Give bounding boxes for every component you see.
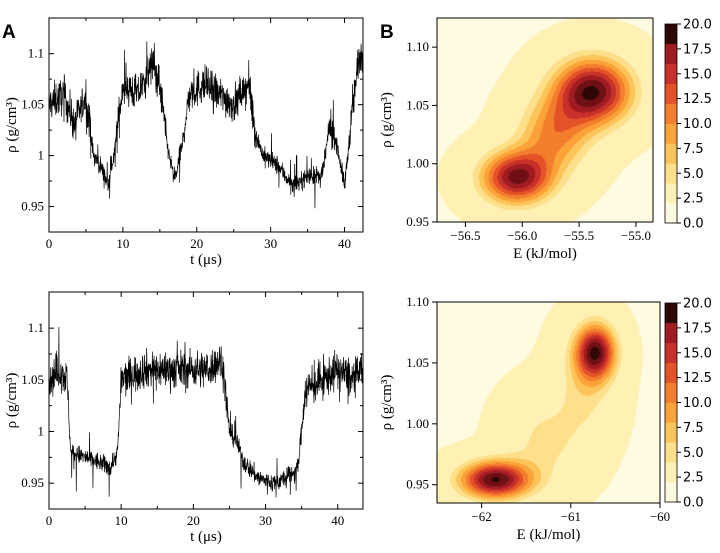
fe-bottom-colorbar-segment — [665, 422, 677, 443]
ts-top-plot: 0 10 20 30 40 0.95 1 1.05 1.1 t (μs) ρ (g/cm³) — [4, 17, 364, 268]
panel-letter-b: B — [380, 22, 394, 43]
ts-top-xtick-label: 40 — [338, 236, 351, 251]
ts-top-trace — [48, 41, 364, 209]
fe-bottom-xtick-label: −61 — [561, 509, 581, 524]
fe-top-plot: −56.5 −56.0 −55.5 −55.0 0.95 1.00 1.05 1.10 E (k… — [379, 17, 712, 262]
ts-bottom-xtick-label: 10 — [115, 513, 128, 528]
fe-top-ytick-label: 1.00 — [406, 156, 429, 171]
ts-top-ytick-label: 1.1 — [28, 46, 44, 61]
fe-top-colorbar-tick-label: 20.0 — [683, 18, 712, 33]
fe-top-density-map — [437, 18, 653, 222]
fe-bottom-colorbar-segment — [665, 322, 677, 344]
fe-bottom-xtick-label: −62 — [471, 509, 491, 524]
ts-top-frame — [48, 17, 364, 233]
fe-top-colorbar-tick-label: 10.0 — [683, 117, 712, 132]
ts-bottom-xtick-label: 0 — [46, 513, 53, 528]
fe-bottom-colorbar-segment — [665, 442, 677, 463]
fe-bottom-colorbar-segment — [665, 462, 677, 483]
fe-top-colorbar-segment-top — [665, 24, 677, 44]
ts-bottom-plot: 0 10 20 30 40 0.95 1 1.05 1.1 t (μs) ρ (g/cm³) — [4, 291, 364, 545]
ts-bottom-ytick-label: 0.95 — [21, 475, 44, 490]
fe-top-colorbar-tick-label: 12.5 — [683, 92, 712, 107]
fe-top-colorbar-segment — [665, 163, 677, 184]
fe-top-colorbar: 0.0 2.5 5.0 7.5 10.0 12.5 15.0 17.5 20.0 — [664, 18, 712, 232]
fe-bottom-ytick-label: 1.05 — [406, 355, 429, 370]
fe-top-colorbar-tick-label: 0.0 — [683, 217, 704, 232]
ts-top-ylabel: ρ (g/cm³) — [4, 97, 20, 153]
fe-bottom-colorbar: 0.0 2.5 5.0 7.5 10.0 12.5 15.0 17.5 20.0 — [664, 297, 712, 511]
fe-bottom-colorbar-segment — [665, 342, 677, 363]
fe-top-colorbar-tick-label: 7.5 — [683, 142, 704, 157]
fe-top-ytick-label: 1.05 — [406, 97, 429, 112]
ts-top-xlabel: t (μs) — [190, 252, 222, 268]
fe-bottom-ytick-label: 1.00 — [406, 416, 429, 431]
ts-bottom-xtick-label: 20 — [187, 513, 200, 528]
fe-top-colorbar-segment — [665, 123, 677, 144]
ts-top-xtick-label: 20 — [190, 236, 203, 251]
fe-top-frame — [436, 17, 654, 223]
ts-top-ytick-label: 1.05 — [21, 97, 44, 112]
fe-top-colorbar-segment — [665, 83, 677, 104]
ts-top-xtick-label: 10 — [116, 236, 129, 251]
fe-bottom-colorbar-tick-label: 20.0 — [683, 297, 712, 312]
ts-bottom-ytick-label: 1.1 — [28, 320, 44, 335]
fe-top-colorbar-tick-label: 5.0 — [683, 167, 704, 182]
fe-bottom-xlabel: E (kJ/mol) — [517, 527, 581, 543]
fe-top-ytick-label: 0.95 — [406, 214, 429, 229]
fe-top-xtick-label: −55.5 — [564, 228, 594, 243]
fe-top-ytick-label: 1.10 — [406, 39, 429, 54]
fe-bottom-ytick-label: 1.10 — [406, 294, 429, 309]
ts-bottom-frame — [48, 291, 364, 510]
fe-bottom-colorbar-segment-top — [665, 303, 677, 323]
ts-bottom-ytick-label: 1.05 — [21, 372, 44, 387]
fe-top-xlabel: E (kJ/mol) — [513, 246, 577, 262]
fe-bottom-colorbar-tick-label: 17.5 — [683, 321, 712, 336]
fe-bottom-colorbar-segment — [665, 482, 677, 503]
ts-bottom-xtick-label: 40 — [331, 513, 344, 528]
fe-bottom-density-map — [437, 302, 660, 503]
fe-bottom-colorbar-tick-label: 2.5 — [683, 471, 704, 486]
fe-bottom-colorbar-tick-label: 12.5 — [683, 371, 712, 386]
fe-bottom-ylabel: ρ (g/cm³) — [379, 375, 395, 431]
fe-bottom-colorbar-tick-label: 15.0 — [683, 346, 712, 361]
panel-letter-a: A — [2, 22, 16, 43]
ts-bottom-trace — [48, 326, 364, 498]
fe-bottom-xtick-label: −60 — [650, 509, 670, 524]
ts-top-ytick-label: 1 — [38, 148, 45, 163]
ts-bottom-ytick-label: 1 — [38, 424, 45, 439]
fe-bottom-colorbar-segment — [665, 382, 677, 403]
fe-top-colorbar-segment — [665, 183, 677, 204]
fe-top-xtick-label: −56.5 — [450, 228, 480, 243]
fe-bottom-colorbar-segment — [665, 402, 677, 423]
fe-bottom-colorbar-tick-label: 7.5 — [683, 421, 704, 436]
fe-bottom-plot: −62 −61 −60 0.95 1.00 1.05 1.10 E (kJ/mol) ρ (g/… — [379, 294, 712, 543]
fe-top-colorbar-segment — [665, 103, 677, 124]
ts-top-xtick-label: 0 — [46, 236, 53, 251]
ts-top-xtick-label: 30 — [264, 236, 277, 251]
ts-bottom-ylabel: ρ (g/cm³) — [4, 373, 20, 429]
ts-top-ytick-label: 0.95 — [21, 199, 44, 214]
fe-top-colorbar-segment — [665, 143, 677, 164]
fe-top-colorbar-tick-label: 2.5 — [683, 192, 704, 207]
fe-top-ylabel: ρ (g/cm³) — [379, 92, 395, 148]
fe-bottom-colorbar-tick-label: 0.0 — [683, 496, 704, 511]
fe-top-xtick-label: −56.0 — [507, 228, 537, 243]
fe-bottom-frame — [436, 301, 661, 504]
fe-top-colorbar-segment — [665, 63, 677, 84]
fe-bottom-colorbar-segment — [665, 362, 677, 383]
fe-top-colorbar-tick-label: 15.0 — [683, 67, 712, 82]
fe-top-xtick-label: −55.0 — [621, 228, 651, 243]
fe-top-colorbar-segment — [665, 203, 677, 224]
ts-bottom-xlabel: t (μs) — [190, 529, 222, 545]
fe-bottom-colorbar-tick-label: 10.0 — [683, 396, 712, 411]
fe-bottom-ytick-label: 0.95 — [406, 477, 429, 492]
fe-top-colorbar-tick-label: 17.5 — [683, 42, 712, 57]
ts-bottom-xtick-label: 30 — [259, 513, 272, 528]
fe-bottom-colorbar-tick-label: 5.0 — [683, 446, 704, 461]
fe-top-colorbar-segment — [665, 43, 677, 65]
